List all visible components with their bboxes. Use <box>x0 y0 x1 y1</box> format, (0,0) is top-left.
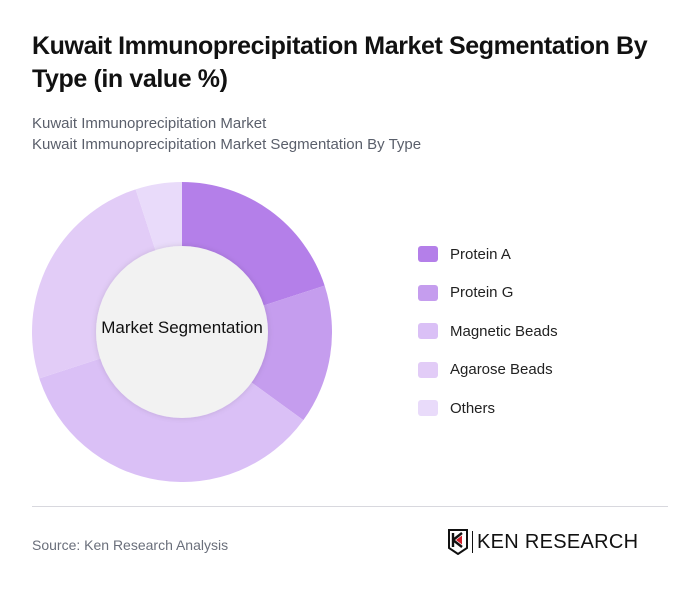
legend-item-agarose-beads[interactable]: Agarose Beads <box>418 360 558 380</box>
legend-item-protein-g[interactable]: Protein G <box>418 283 558 303</box>
donut-center <box>96 246 268 418</box>
legend-swatch <box>418 323 438 339</box>
logo-separator <box>472 531 473 553</box>
legend-item-others[interactable]: Others <box>418 398 558 418</box>
page-title: Kuwait Immunoprecipitation Market Segmen… <box>32 32 648 93</box>
legend-label: Agarose Beads <box>450 361 553 378</box>
legend: Protein A Protein G Magnetic Beads Agaro… <box>418 244 558 437</box>
subtitle-line-1: Kuwait Immunoprecipitation Market <box>32 115 267 132</box>
subtitle-line-2: Kuwait Immunoprecipitation Market Segmen… <box>32 136 422 153</box>
legend-item-protein-a[interactable]: Protein A <box>418 244 558 264</box>
legend-label: Magnetic Beads <box>450 322 558 340</box>
footer-divider <box>32 506 668 507</box>
center-label: Market Segmentation <box>101 318 263 337</box>
legend-swatch <box>418 246 438 262</box>
legend-swatch <box>418 400 438 416</box>
ken-logo-shield-icon <box>448 529 468 555</box>
legend-label: Protein A <box>450 245 511 263</box>
logo-text: KEN RESEARCH <box>477 530 639 553</box>
subtitle: Kuwait Immunoprecipitation Market Kuwait… <box>32 113 421 155</box>
legend-label: Others <box>450 399 496 417</box>
ken-research-logo: KEN RESEARCH <box>448 529 638 555</box>
source-note: Source: Ken Research Analysis <box>32 537 229 553</box>
legend-swatch <box>418 284 438 301</box>
legend-item-magnetic-beads[interactable]: Magnetic Beads <box>418 321 558 341</box>
legend-swatch <box>418 361 438 378</box>
legend-label: Protein G <box>450 284 514 301</box>
donut-chart <box>32 182 332 482</box>
